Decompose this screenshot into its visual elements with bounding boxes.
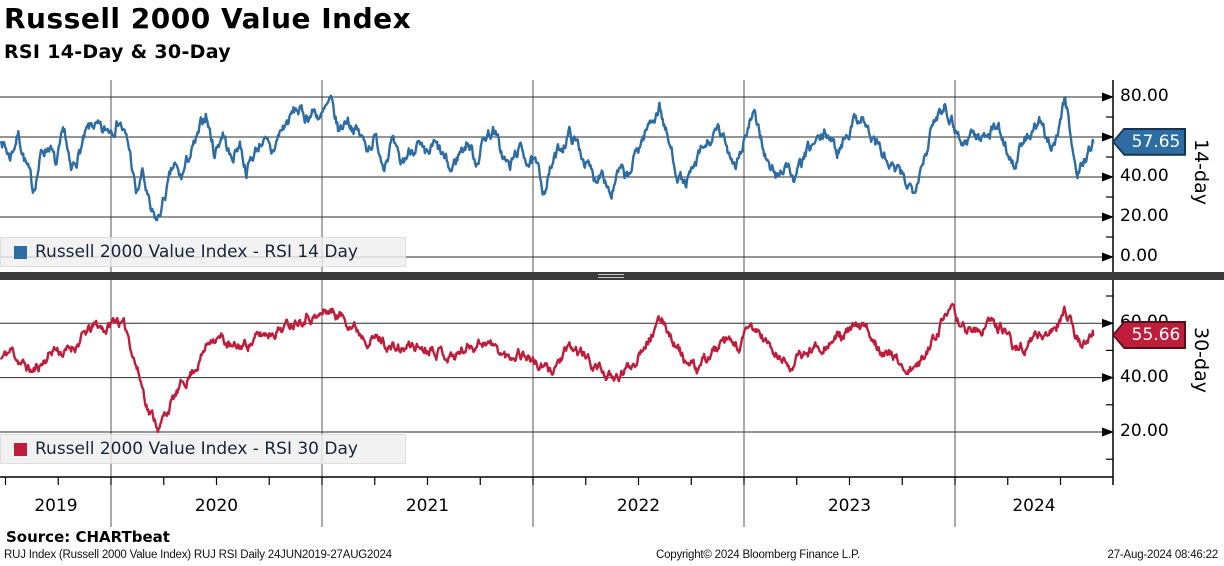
legend-swatch-rsi14: [14, 245, 27, 259]
axis-arrow-tick: [1102, 252, 1114, 262]
axis-arrow-tick: [1102, 92, 1114, 102]
footer-meta-timestamp: 27-Aug-2024 08:46:22: [1107, 549, 1219, 561]
panel-axis-label-14day: 14-day: [1190, 139, 1212, 205]
axis-arrow-tick: [1102, 427, 1114, 437]
panel-divider: [0, 272, 1224, 280]
series-line-rsi30: [0, 302, 1095, 434]
badge-fill: [1114, 323, 1184, 347]
axis-arrow-tick: [1102, 373, 1114, 383]
last-value-badge-rsi30: 55.66: [1112, 321, 1186, 349]
series-line-rsi14: [0, 94, 1095, 222]
panel-resize-handle-icon[interactable]: [598, 274, 624, 278]
axis-arrow-tick: [1102, 172, 1114, 182]
page-title: Russell 2000 Value Index: [4, 2, 412, 35]
axis-arrow-tick: [1102, 212, 1114, 222]
last-value-badge-rsi14: 57.65: [1112, 127, 1186, 156]
axis-arrow-tick: [1102, 132, 1114, 142]
legend-rsi-14-day[interactable]: Russell 2000 Value Index - RSI 14 Day: [0, 237, 406, 267]
last-value-rsi14: 57.65: [1131, 131, 1181, 152]
legend-label-rsi30: Russell 2000 Value Index - RSI 30 Day: [35, 439, 358, 459]
footer-meta-security: RUJ Index (Russell 2000 Value Index) RUJ…: [4, 549, 392, 561]
badge-fill: [1114, 129, 1184, 154]
legend-label-rsi14: Russell 2000 Value Index - RSI 14 Day: [35, 242, 358, 262]
page-subtitle: RSI 14-Day & 30-Day: [4, 41, 231, 63]
legend-swatch-rsi30: [14, 442, 27, 456]
source-attribution: Source: CHARTbeat: [6, 528, 170, 546]
last-value-rsi30: 55.66: [1131, 325, 1181, 345]
panel-axis-label-30day: 30-day: [1190, 327, 1212, 393]
footer-meta-copyright: Copyright© 2024 Bloomberg Finance L.P.: [656, 549, 860, 561]
axis-arrow-tick: [1102, 318, 1114, 328]
legend-rsi-30-day[interactable]: Russell 2000 Value Index - RSI 30 Day: [0, 434, 406, 464]
